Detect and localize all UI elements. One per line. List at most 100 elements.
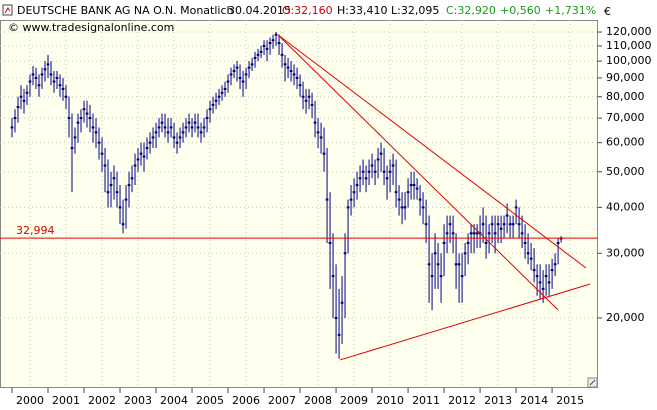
candle-close (163, 126, 167, 129)
candle-close (298, 84, 302, 87)
candle-close (229, 73, 233, 76)
candle-close (322, 152, 326, 155)
trendline (277, 34, 559, 311)
candle-close (436, 263, 440, 266)
candle-close (79, 117, 83, 120)
candle-close (115, 191, 119, 194)
x-tick-label: 2015 (556, 394, 584, 407)
candle-close (112, 177, 116, 180)
candle-close (160, 121, 164, 124)
candle-close (442, 241, 446, 244)
candle-close (367, 170, 371, 173)
candle-close (43, 68, 47, 71)
candle-close (28, 80, 32, 83)
candle-close (448, 223, 452, 226)
copyright: © www.tradesignalonline.com (8, 21, 174, 34)
candle-close (181, 131, 185, 134)
candle-close (376, 158, 380, 161)
candle-close (106, 191, 110, 194)
candle-close (421, 206, 425, 209)
candle-close (466, 241, 470, 244)
candle-close (304, 99, 308, 102)
candle-close (373, 170, 377, 173)
candle-close (553, 263, 557, 266)
candle-close (358, 177, 362, 180)
candle-close (382, 170, 386, 173)
candle-close (385, 177, 389, 180)
candle-close (271, 39, 275, 42)
candle-close (208, 108, 212, 111)
candle-close (370, 164, 374, 167)
trendline (277, 34, 587, 269)
candle-close (52, 80, 56, 83)
trendline (339, 283, 591, 361)
candle-close (241, 80, 245, 83)
candle-close (433, 252, 437, 255)
candle-close (415, 187, 419, 190)
candle-close (526, 252, 530, 255)
candle-close (352, 191, 356, 194)
candle-close (64, 95, 68, 98)
candle-close (319, 136, 323, 139)
candle-close (253, 56, 257, 59)
x-tick-label: 2005 (196, 394, 224, 407)
candle-close (427, 263, 431, 266)
candle-close (520, 232, 524, 235)
x-tick-label: 2000 (16, 394, 44, 407)
candle-close (259, 50, 263, 53)
candle-close (316, 131, 320, 134)
candle-close (19, 95, 23, 98)
y-tick-label: 70,000 (606, 111, 645, 124)
x-tick-label: 2013 (484, 394, 512, 407)
header-change-pct: +1,731% (545, 4, 596, 17)
candle-close (514, 206, 518, 209)
candle-close (292, 73, 296, 76)
candle-close (211, 103, 215, 106)
y-tick-label: 60,000 (606, 136, 645, 149)
candle-close (139, 152, 143, 155)
header-title: DEUTSCHE BANK AG NA O.N. Monatlich (17, 4, 234, 17)
candle-close (493, 232, 497, 235)
candle-close (361, 170, 365, 173)
candle-close (109, 184, 113, 187)
candle-close (424, 223, 428, 226)
candle-close (235, 66, 239, 69)
candle-close (337, 333, 341, 336)
candle-close (451, 232, 455, 235)
candle-close (154, 131, 158, 134)
candle-close (541, 287, 545, 290)
header-open: O:32,160 (282, 4, 333, 17)
y-tick-label: 110,000 (606, 39, 652, 52)
candle-close (364, 177, 368, 180)
x-tick-label: 2014 (520, 394, 548, 407)
candle-close (340, 301, 344, 304)
candle-close (82, 108, 86, 111)
candle-close (220, 91, 224, 94)
candle-close (61, 87, 65, 90)
candle-close (130, 177, 134, 180)
candle-close (535, 275, 539, 278)
candle-close (196, 126, 200, 129)
candle-close (487, 232, 491, 235)
candle-close (295, 76, 299, 79)
candle-close (205, 117, 209, 120)
candle-close (355, 184, 359, 187)
candle-close (223, 87, 227, 90)
candle-close (250, 63, 254, 66)
y-tick-label: 90,000 (606, 71, 645, 84)
candle-close (505, 214, 509, 217)
candle-close (496, 223, 500, 226)
resize-corner (587, 377, 598, 388)
x-tick-label: 2001 (52, 394, 80, 407)
candle-close (76, 121, 80, 124)
candle-close (547, 281, 551, 284)
candle-close (202, 126, 206, 129)
candle-close (265, 47, 269, 50)
candle-close (346, 206, 350, 209)
candle-close (148, 141, 152, 144)
candle-close (268, 42, 272, 45)
candle-close (511, 223, 515, 226)
candle-close (91, 126, 95, 129)
candle-close (544, 275, 548, 278)
